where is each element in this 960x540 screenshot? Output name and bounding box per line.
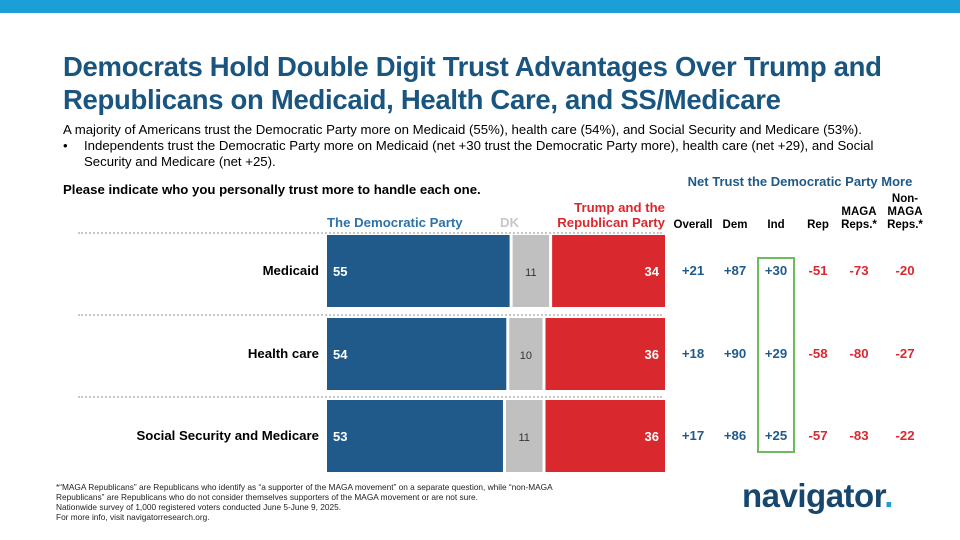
net-value-ind: +30 [764, 263, 788, 278]
net-value-nonmaga: -20 [895, 263, 915, 278]
top-accent-bar [0, 0, 960, 13]
net-value-overall: +21 [681, 263, 705, 278]
bar-rep [545, 400, 665, 472]
legend-rep-line2: Republican Party [557, 215, 665, 230]
net-column-header: Non- MAGA Reps.* [875, 193, 935, 232]
net-value-nonmaga: -27 [895, 346, 915, 361]
question-text: Please indicate who you personally trust… [63, 182, 481, 197]
bar-label-dk: 11 [525, 267, 536, 279]
bar-dem [327, 235, 510, 307]
net-column-header-line: MAGA [841, 206, 877, 218]
legend-dem: The Democratic Party [327, 215, 463, 230]
bullet-text: Independents trust the Democratic Party … [84, 138, 874, 169]
bar-label-rep: 34 [645, 264, 660, 279]
net-column-header: Dem [705, 219, 765, 232]
net-value-dem: +86 [723, 428, 747, 443]
net-value-overall: +17 [681, 428, 705, 443]
bar-label-dk: 11 [519, 432, 530, 444]
net-value-dem: +90 [723, 346, 747, 361]
net-value-maga: -73 [849, 263, 869, 278]
navigator-logo: navigator. [742, 477, 893, 514]
footnote: *“MAGA Republicans” are Republicans who … [56, 482, 616, 522]
footnote-line: Nationwide survey of 1,000 registered vo… [56, 502, 342, 512]
bar-dk [512, 235, 550, 307]
bar-dem [327, 400, 503, 472]
net-value-ind: +29 [764, 346, 788, 361]
row-label: Medicaid [262, 263, 319, 278]
net-column-header-line: Reps.* [841, 219, 877, 231]
net-column-header: Overall [663, 219, 723, 232]
net-column-header-line: MAGA [887, 206, 923, 218]
net-value-maga: -80 [849, 346, 869, 361]
row-label: Health care [247, 346, 319, 361]
bar-dem [327, 318, 507, 390]
net-column-header-line: Overall [673, 219, 713, 231]
net-column-header-line: Non- [891, 193, 919, 205]
row-divider [78, 396, 662, 398]
bar-label-rep: 36 [645, 347, 659, 362]
net-value-maga: -83 [849, 428, 869, 443]
net-column-header-line: Ind [767, 219, 785, 231]
row-divider [78, 232, 662, 234]
net-column-header-line: Reps.* [887, 219, 923, 231]
bar-label-dem: 54 [333, 347, 348, 362]
net-value-overall: +18 [681, 346, 705, 361]
row-divider [78, 314, 662, 316]
bar-dk [509, 318, 543, 390]
net-column-header-line: Dem [722, 219, 748, 231]
intro-text: A majority of Americans trust the Democr… [63, 122, 862, 137]
net-value-rep: -58 [808, 346, 828, 361]
net-trust-header: Net Trust the Democratic Party More [687, 174, 913, 189]
bar-rep [545, 318, 665, 390]
bar-dk [505, 400, 543, 472]
legend-rep: Trump and the Republican Party [520, 200, 665, 230]
slide-title: Democrats Hold Double Digit Trust Advant… [63, 51, 882, 115]
row-label: Social Security and Medicare [136, 428, 319, 443]
footnote-line: *“MAGA Republicans” are Republicans who … [56, 482, 553, 492]
net-column-header: MAGA Reps.* [829, 206, 889, 232]
legend-rep-line1: Trump and the [574, 200, 665, 215]
footnote-line: Republicans” are Republicans who do not … [56, 492, 478, 502]
net-column-header-line: Rep [807, 219, 829, 231]
net-column-header: Ind [746, 219, 806, 232]
legend-dk: DK [500, 215, 520, 230]
bar-label-rep: 36 [645, 429, 659, 444]
footnote-line: For more info, visit navigatorresearch.o… [56, 512, 210, 522]
net-value-ind: +25 [764, 428, 788, 443]
bar-label-dem: 53 [333, 429, 347, 444]
net-value-rep: -51 [808, 263, 828, 278]
bullet-marker: • [63, 138, 68, 153]
net-value-dem: +87 [723, 263, 747, 278]
ind-highlight-box [757, 257, 795, 453]
bar-label-dk: 10 [520, 350, 532, 362]
net-value-nonmaga: -22 [895, 428, 915, 443]
bar-rep [552, 235, 665, 307]
net-value-rep: -57 [808, 428, 828, 443]
bar-label-dem: 55 [333, 264, 347, 279]
net-column-header: Rep [788, 219, 848, 232]
